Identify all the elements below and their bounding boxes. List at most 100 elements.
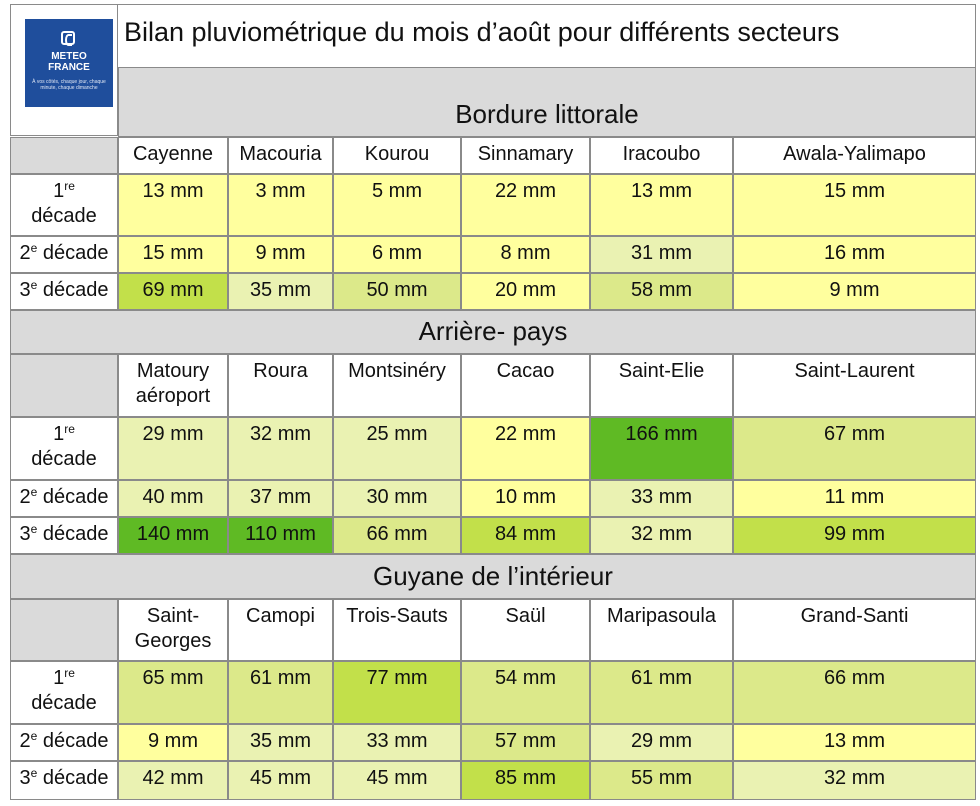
rainfall-value: 32 mm <box>733 761 976 800</box>
rainfall-value: 54 mm <box>461 661 590 724</box>
rainfall-value: 5 mm <box>333 174 461 236</box>
header-corner <box>10 137 118 174</box>
rainfall-value: 69 mm <box>118 273 228 310</box>
rainfall-value: 35 mm <box>228 724 333 761</box>
rainfall-value: 45 mm <box>228 761 333 800</box>
rainfall-value: 65 mm <box>118 661 228 724</box>
rainfall-value: 32 mm <box>228 417 333 480</box>
rainfall-value: 55 mm <box>590 761 733 800</box>
section-title-text: Guyane de l’intérieur <box>373 561 613 591</box>
decade-suffix: e <box>30 485 38 499</box>
rainfall-value: 61 mm <box>590 661 733 724</box>
decade-suffix: e <box>30 241 38 255</box>
rainfall-value: 84 mm <box>461 517 590 554</box>
decade-label: 1re décade <box>10 174 118 236</box>
rainfall-value: 29 mm <box>590 724 733 761</box>
rainfall-value: 33 mm <box>590 480 733 517</box>
rainfall-value: 57 mm <box>461 724 590 761</box>
station-header: Awala-Yalimapo <box>733 137 976 174</box>
decade-number: 2 <box>19 730 31 752</box>
decade-word: décade <box>42 279 109 301</box>
decade-suffix: re <box>64 422 75 436</box>
decade-label: 2e décade <box>10 480 118 517</box>
decade-label: 3e décade <box>10 273 118 310</box>
rainfall-value: 99 mm <box>733 517 976 554</box>
rainfall-value: 50 mm <box>333 273 461 310</box>
decade-word: décade <box>31 692 97 714</box>
station-header: Saint-Laurent <box>733 354 976 417</box>
rainfall-value: 85 mm <box>461 761 590 800</box>
decade-suffix: re <box>64 666 75 680</box>
rainfall-value: 8 mm <box>461 236 590 273</box>
rainfall-value: 9 mm <box>228 236 333 273</box>
logo-icon <box>61 31 75 46</box>
logo-tagline: À vos côtés, chaque jour, chaque minute,… <box>32 79 106 91</box>
rainfall-value: 58 mm <box>590 273 733 310</box>
section-title: Guyane de l’intérieur <box>10 554 976 599</box>
decade-number: 1 <box>53 180 65 202</box>
rainfall-value: 110 mm <box>228 517 333 554</box>
rainfall-value: 13 mm <box>590 174 733 236</box>
decade-suffix: e <box>30 522 38 536</box>
rainfall-value: 37 mm <box>228 480 333 517</box>
decade-suffix: e <box>30 766 38 780</box>
meteo-france-logo: METEO FRANCE À vos côtés, chaque jour, c… <box>25 19 113 107</box>
station-header: Roura <box>228 354 333 417</box>
station-header: Iracoubo <box>590 137 733 174</box>
rainfall-value: 25 mm <box>333 417 461 480</box>
rainfall-value: 140 mm <box>118 517 228 554</box>
rainfall-value: 10 mm <box>461 480 590 517</box>
station-header: Camopi <box>228 599 333 661</box>
station-header: Sinnamary <box>461 137 590 174</box>
station-header: Saint-Georges <box>118 599 228 661</box>
decade-label: 3e décade <box>10 761 118 800</box>
decade-number: 2 <box>19 486 31 508</box>
decade-word: décade <box>42 523 109 545</box>
station-header: Macouria <box>228 137 333 174</box>
section-title-text: Arrière- pays <box>418 316 568 346</box>
rainfall-value: 13 mm <box>118 174 228 236</box>
rainfall-value: 9 mm <box>733 273 976 310</box>
decade-suffix: re <box>64 179 75 193</box>
logo-cell: METEO FRANCE À vos côtés, chaque jour, c… <box>10 4 118 136</box>
decade-suffix: e <box>30 278 38 292</box>
station-header: Grand-Santi <box>733 599 976 661</box>
station-header: Maripasoula <box>590 599 733 661</box>
rainfall-value: 22 mm <box>461 417 590 480</box>
station-header: Saint-Elie <box>590 354 733 417</box>
rainfall-value: 11 mm <box>733 480 976 517</box>
logo-line1: METEO <box>51 51 87 62</box>
decade-number: 1 <box>53 423 65 445</box>
rainfall-value: 66 mm <box>733 661 976 724</box>
decade-word: décade <box>42 242 109 264</box>
decade-label: 2e décade <box>10 724 118 761</box>
decade-number: 3 <box>19 279 31 301</box>
station-header: Cacao <box>461 354 590 417</box>
rainfall-value: 15 mm <box>733 174 976 236</box>
rainfall-value: 45 mm <box>333 761 461 800</box>
rainfall-value: 33 mm <box>333 724 461 761</box>
section-title: Arrière- pays <box>10 310 976 354</box>
rainfall-value: 29 mm <box>118 417 228 480</box>
rainfall-value: 16 mm <box>733 236 976 273</box>
station-header: Matoury aéroport <box>118 354 228 417</box>
station-header: Cayenne <box>118 137 228 174</box>
rainfall-value: 40 mm <box>118 480 228 517</box>
rainfall-value: 166 mm <box>590 417 733 480</box>
decade-word: décade <box>31 448 97 470</box>
decade-label: 1re décade <box>10 417 118 480</box>
rainfall-value: 15 mm <box>118 236 228 273</box>
rainfall-value: 20 mm <box>461 273 590 310</box>
decade-number: 3 <box>19 767 31 789</box>
decade-number: 1 <box>53 667 65 689</box>
decade-word: décade <box>42 486 109 508</box>
header-corner <box>10 354 118 417</box>
decade-label: 2e décade <box>10 236 118 273</box>
decade-suffix: e <box>30 729 38 743</box>
rainfall-value: 6 mm <box>333 236 461 273</box>
page-title: Bilan pluviométrique du mois d’août pour… <box>117 4 976 68</box>
section-title-text: Bordure littorale <box>455 99 639 129</box>
rainfall-value: 31 mm <box>590 236 733 273</box>
rainfall-value: 66 mm <box>333 517 461 554</box>
